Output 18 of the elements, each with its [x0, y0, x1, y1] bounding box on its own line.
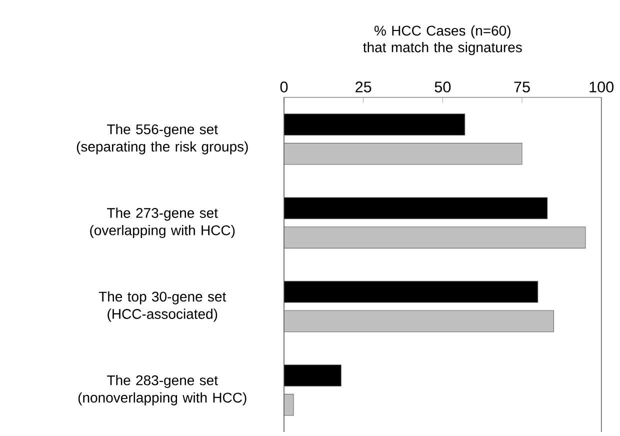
y-tick-label: The 273-gene set (overlapping with HCC) [90, 208, 235, 238]
bar [284, 280, 538, 303]
bar [284, 364, 342, 386]
bar [284, 142, 522, 165]
bar [284, 394, 294, 416]
bar [284, 310, 554, 332]
bar [284, 114, 466, 136]
x-tick-label: 50 [434, 82, 451, 92]
chart-title: % HCC Cases (n=60) that match the signatures [363, 25, 522, 56]
x-tick-label: 75 [514, 82, 530, 92]
y-tick-label: The top 30-gene set (HCC-associated) [98, 291, 226, 322]
y-tick-label: The 556-gene set (separating the risk groups) [76, 124, 248, 154]
x-tick-label: 100 [590, 82, 614, 92]
bar [284, 226, 586, 248]
bar [284, 197, 548, 220]
y-tick-label: The 283-gene set (nonoverlapping with HCC) [78, 374, 246, 406]
x-tick-label: 0 [280, 82, 288, 92]
x-tick-label: 25 [356, 82, 372, 92]
